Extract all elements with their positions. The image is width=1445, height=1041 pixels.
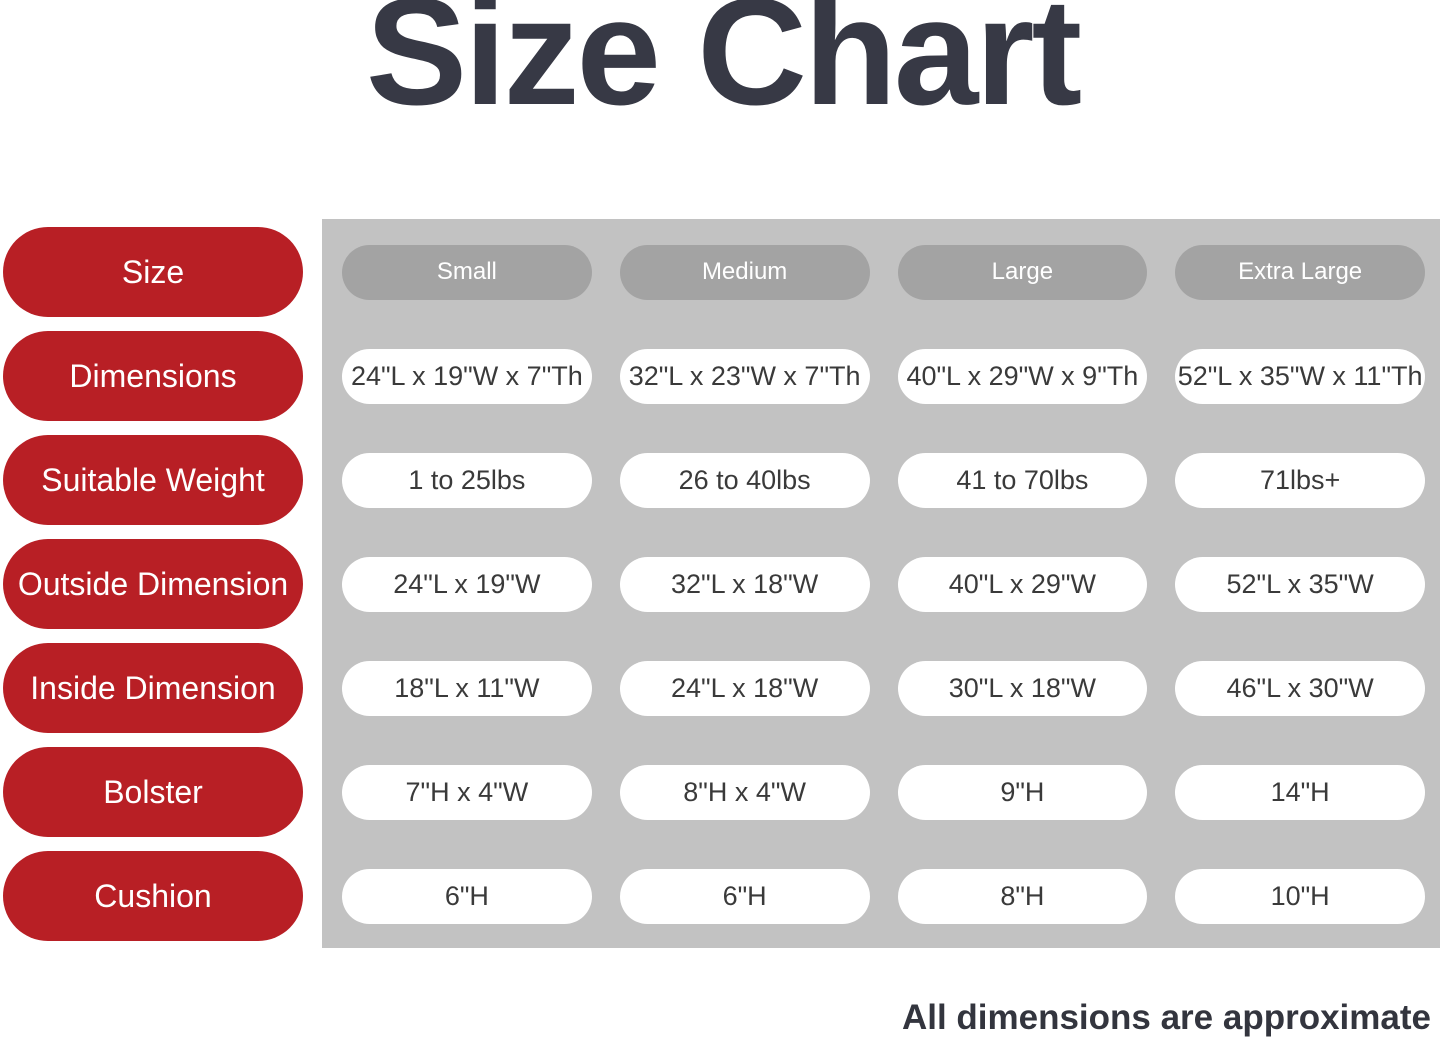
footnote-text: All dimensions are approximate	[901, 998, 1431, 1037]
page-title: Size Chart	[365, 0, 1082, 137]
cell-suitable-weight-small: 1 to 25lbs	[342, 452, 592, 508]
column-header-extra-large: Extra Large	[1175, 244, 1425, 300]
cell-inside-dimension-extra-large: 46"L x 30"W	[1175, 660, 1425, 716]
row-label-cushion: Cushion	[3, 851, 303, 941]
row-cells: 18"L x 11"W 24"L x 18"W 30"L x 18"W 46"L…	[342, 660, 1425, 716]
cell-suitable-weight-medium: 26 to 40lbs	[619, 452, 870, 508]
cell-dimensions-large: 40"L x 29"W x 9"Th	[897, 348, 1148, 404]
cell-dimensions-medium: 32"L x 23"W x 7"Th	[619, 348, 870, 404]
cell-suitable-weight-extra-large: 71lbs+	[1175, 452, 1425, 508]
row-cells: 24"L x 19"W 32"L x 18"W 40"L x 29"W 52"L…	[342, 556, 1425, 612]
size-table: Size Small Medium Large Extra Large Dime…	[3, 220, 1425, 948]
table-row-dimensions: Dimensions 24"L x 19"W x 7"Th 32"L x 23"…	[3, 324, 1425, 428]
cell-outside-dimension-small: 24"L x 19"W	[342, 556, 592, 612]
header-cells: Small Medium Large Extra Large	[342, 244, 1425, 300]
row-label-outside-dimension: Outside Dimension	[3, 539, 303, 629]
row-label-dimensions: Dimensions	[3, 331, 303, 421]
row-cells: 1 to 25lbs 26 to 40lbs 41 to 70lbs 71lbs…	[342, 452, 1425, 508]
cell-bolster-small: 7"H x 4"W	[342, 764, 592, 820]
table-row-cushion: Cushion 6"H 6"H 8"H 10"H	[3, 844, 1425, 948]
cell-inside-dimension-large: 30"L x 18"W	[897, 660, 1148, 716]
row-label-size: Size	[3, 227, 303, 317]
table-row-bolster: Bolster 7"H x 4"W 8"H x 4"W 9"H 14"H	[3, 740, 1425, 844]
table-row-inside-dimension: Inside Dimension 18"L x 11"W 24"L x 18"W…	[3, 636, 1425, 740]
cell-outside-dimension-extra-large: 52"L x 35"W	[1175, 556, 1425, 612]
cell-inside-dimension-small: 18"L x 11"W	[342, 660, 592, 716]
row-cells: 6"H 6"H 8"H 10"H	[342, 868, 1425, 924]
cell-cushion-large: 8"H	[897, 868, 1148, 924]
cell-outside-dimension-large: 40"L x 29"W	[897, 556, 1148, 612]
cell-cushion-small: 6"H	[342, 868, 592, 924]
row-cells: 7"H x 4"W 8"H x 4"W 9"H 14"H	[342, 764, 1425, 820]
cell-dimensions-small: 24"L x 19"W x 7"Th	[342, 348, 592, 404]
row-label-inside-dimension: Inside Dimension	[3, 643, 303, 733]
row-label-bolster: Bolster	[3, 747, 303, 837]
cell-dimensions-extra-large: 52"L x 35"W x 11"Th	[1175, 348, 1425, 404]
cell-bolster-medium: 8"H x 4"W	[619, 764, 870, 820]
cell-outside-dimension-medium: 32"L x 18"W	[619, 556, 870, 612]
cell-cushion-medium: 6"H	[619, 868, 870, 924]
table-row-outside-dimension: Outside Dimension 24"L x 19"W 32"L x 18"…	[3, 532, 1425, 636]
row-label-suitable-weight: Suitable Weight	[3, 435, 303, 525]
column-header-small: Small	[342, 244, 592, 300]
column-header-large: Large	[897, 244, 1148, 300]
column-header-medium: Medium	[619, 244, 870, 300]
table-row-suitable-weight: Suitable Weight 1 to 25lbs 26 to 40lbs 4…	[3, 428, 1425, 532]
row-cells: 24"L x 19"W x 7"Th 32"L x 23"W x 7"Th 40…	[342, 348, 1425, 404]
cell-bolster-extra-large: 14"H	[1175, 764, 1425, 820]
cell-bolster-large: 9"H	[897, 764, 1148, 820]
cell-cushion-extra-large: 10"H	[1175, 868, 1425, 924]
table-header-row: Size Small Medium Large Extra Large	[3, 220, 1425, 324]
cell-suitable-weight-large: 41 to 70lbs	[897, 452, 1148, 508]
cell-inside-dimension-medium: 24"L x 18"W	[619, 660, 870, 716]
